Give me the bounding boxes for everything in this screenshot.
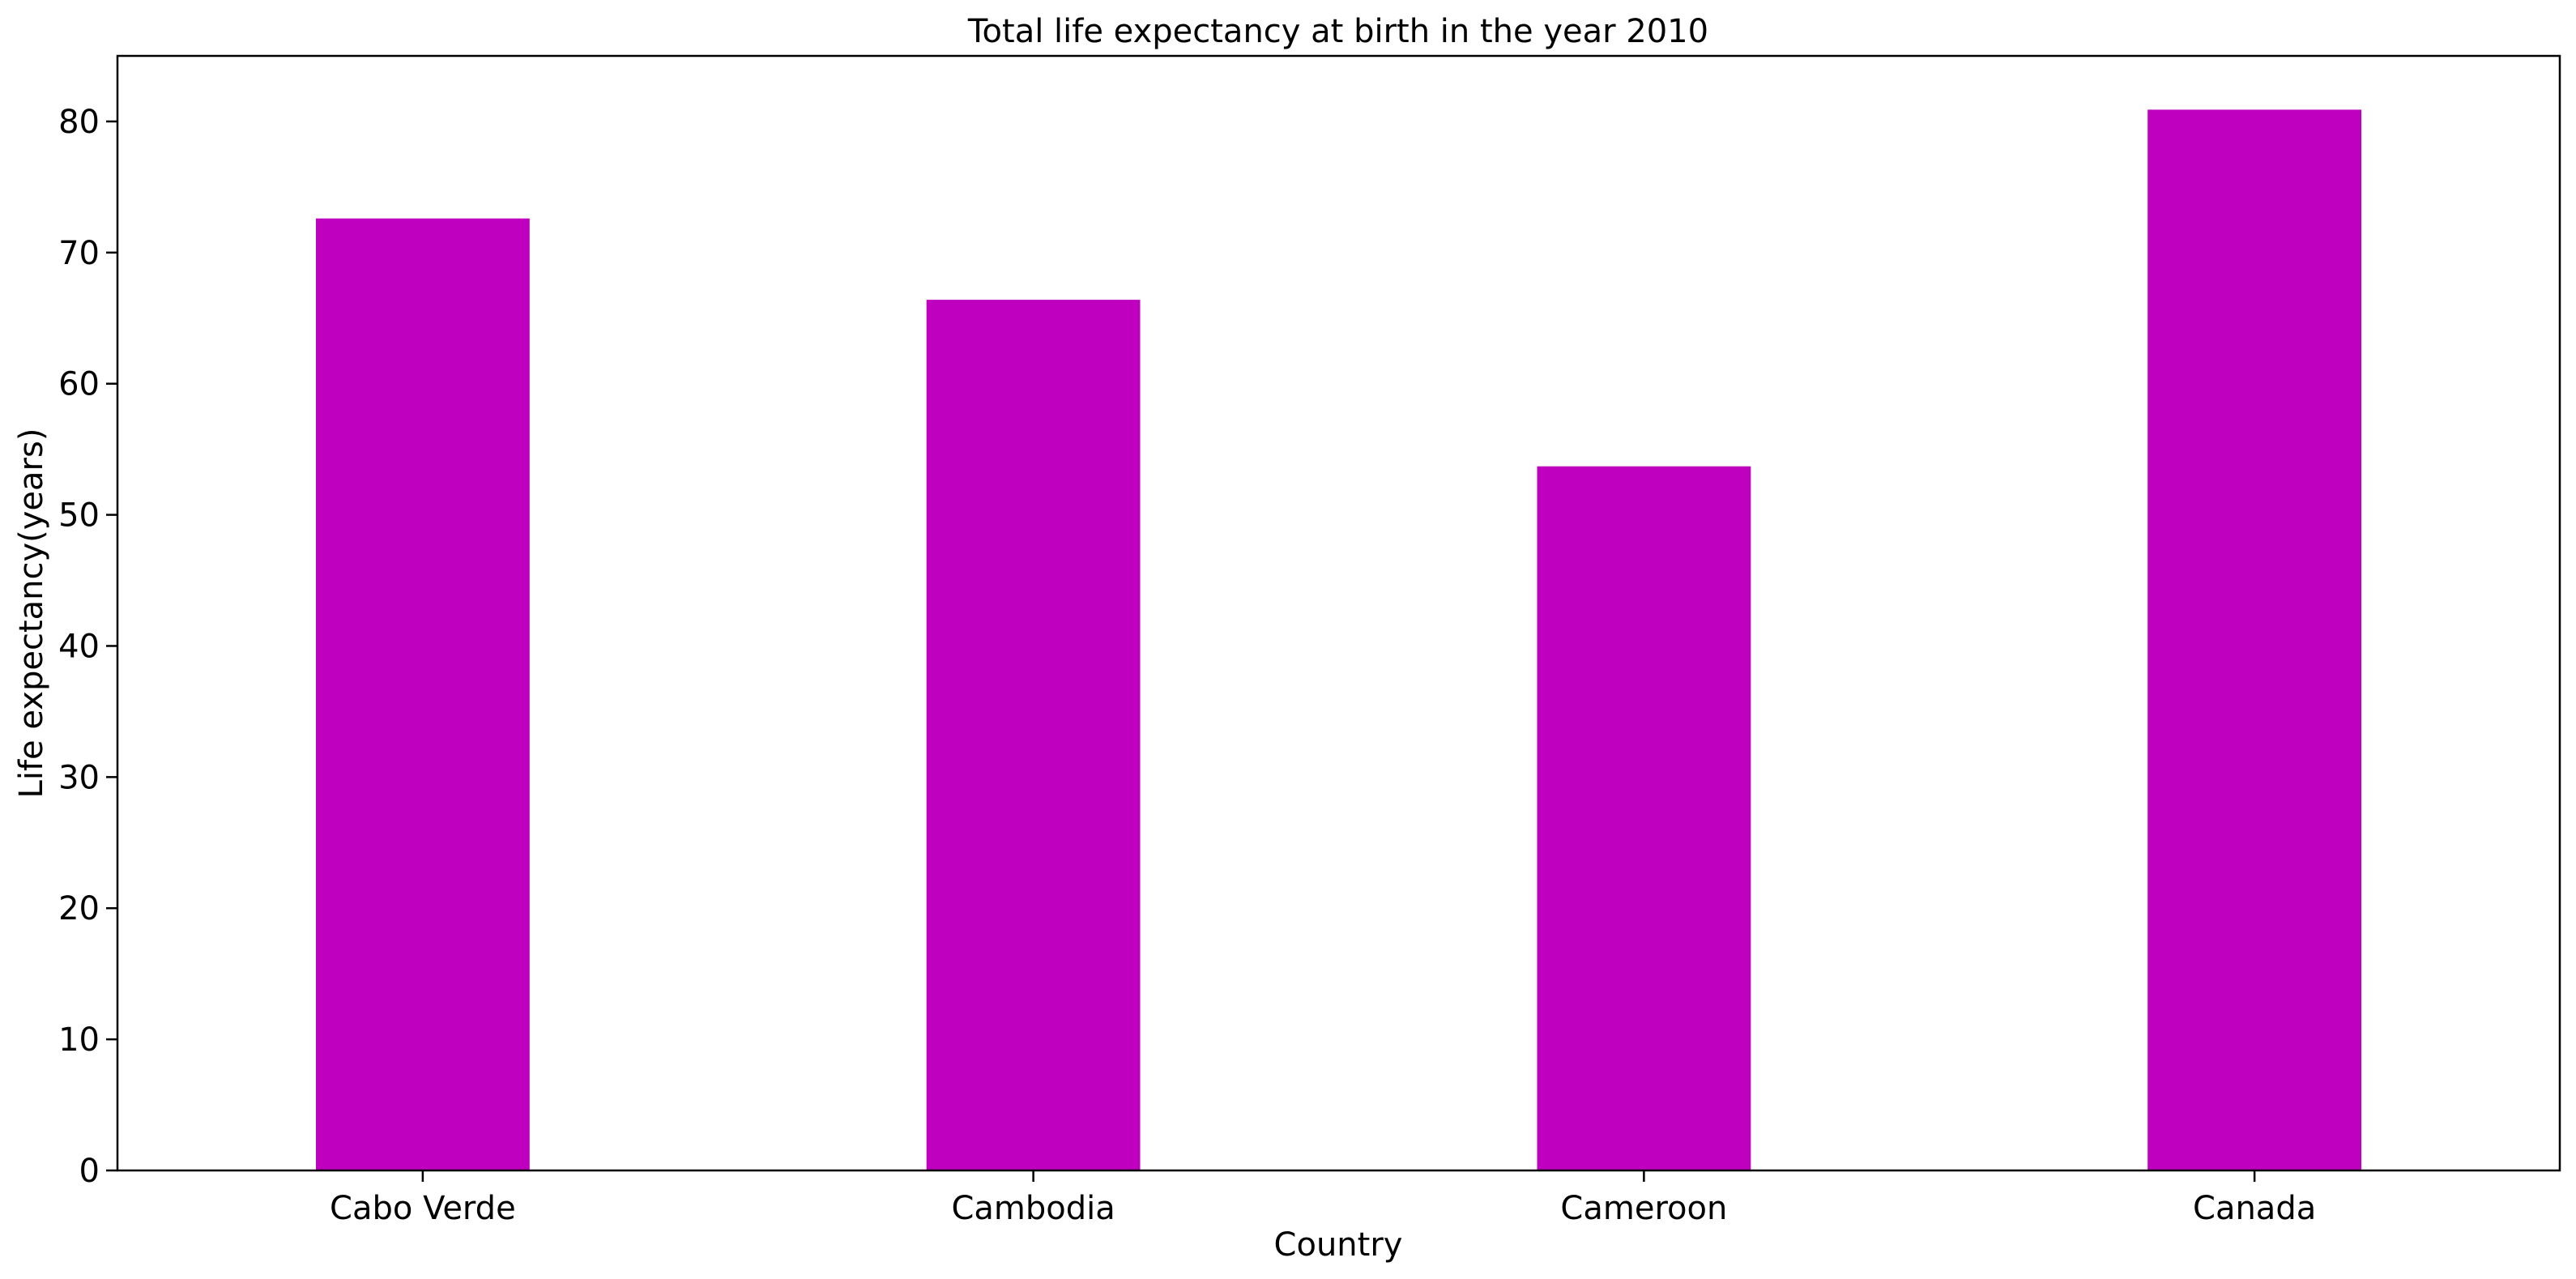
x-tick-label: Cameroon: [1560, 1190, 1727, 1227]
y-tick-label: 60: [58, 366, 100, 403]
y-tick-label: 40: [58, 628, 100, 665]
y-tick-label: 70: [58, 235, 100, 272]
bars-group: [316, 109, 2361, 1171]
y-axis-ticks: 0 10 20 30 40 50 60 70 80: [58, 104, 117, 1190]
y-tick-label: 30: [58, 759, 100, 796]
plot-area-frame: [116, 54, 2561, 1172]
bar-canada: [2147, 109, 2361, 1170]
y-tick-label: 10: [58, 1021, 100, 1059]
y-tick-label: 20: [58, 890, 100, 927]
x-tick-label: Canada: [2193, 1190, 2316, 1227]
x-tick-label: Cabo Verde: [330, 1190, 516, 1227]
bar-cambodia: [926, 300, 1141, 1171]
y-tick-label: 80: [58, 104, 100, 141]
x-tick-label: Cambodia: [951, 1190, 1115, 1227]
y-axis-title: Life expectancy(years): [13, 428, 50, 799]
x-axis-title: Country: [1274, 1226, 1403, 1264]
x-axis-ticks: Cabo Verde Cambodia Cameroon Canada: [330, 1170, 2316, 1227]
chart-title: Total life expectancy at birth in the ye…: [967, 13, 1708, 50]
bar-cameroon: [1537, 466, 1751, 1170]
y-tick-label: 0: [79, 1153, 100, 1190]
y-tick-label: 50: [58, 497, 100, 535]
bar-cabo-verde: [316, 218, 530, 1171]
